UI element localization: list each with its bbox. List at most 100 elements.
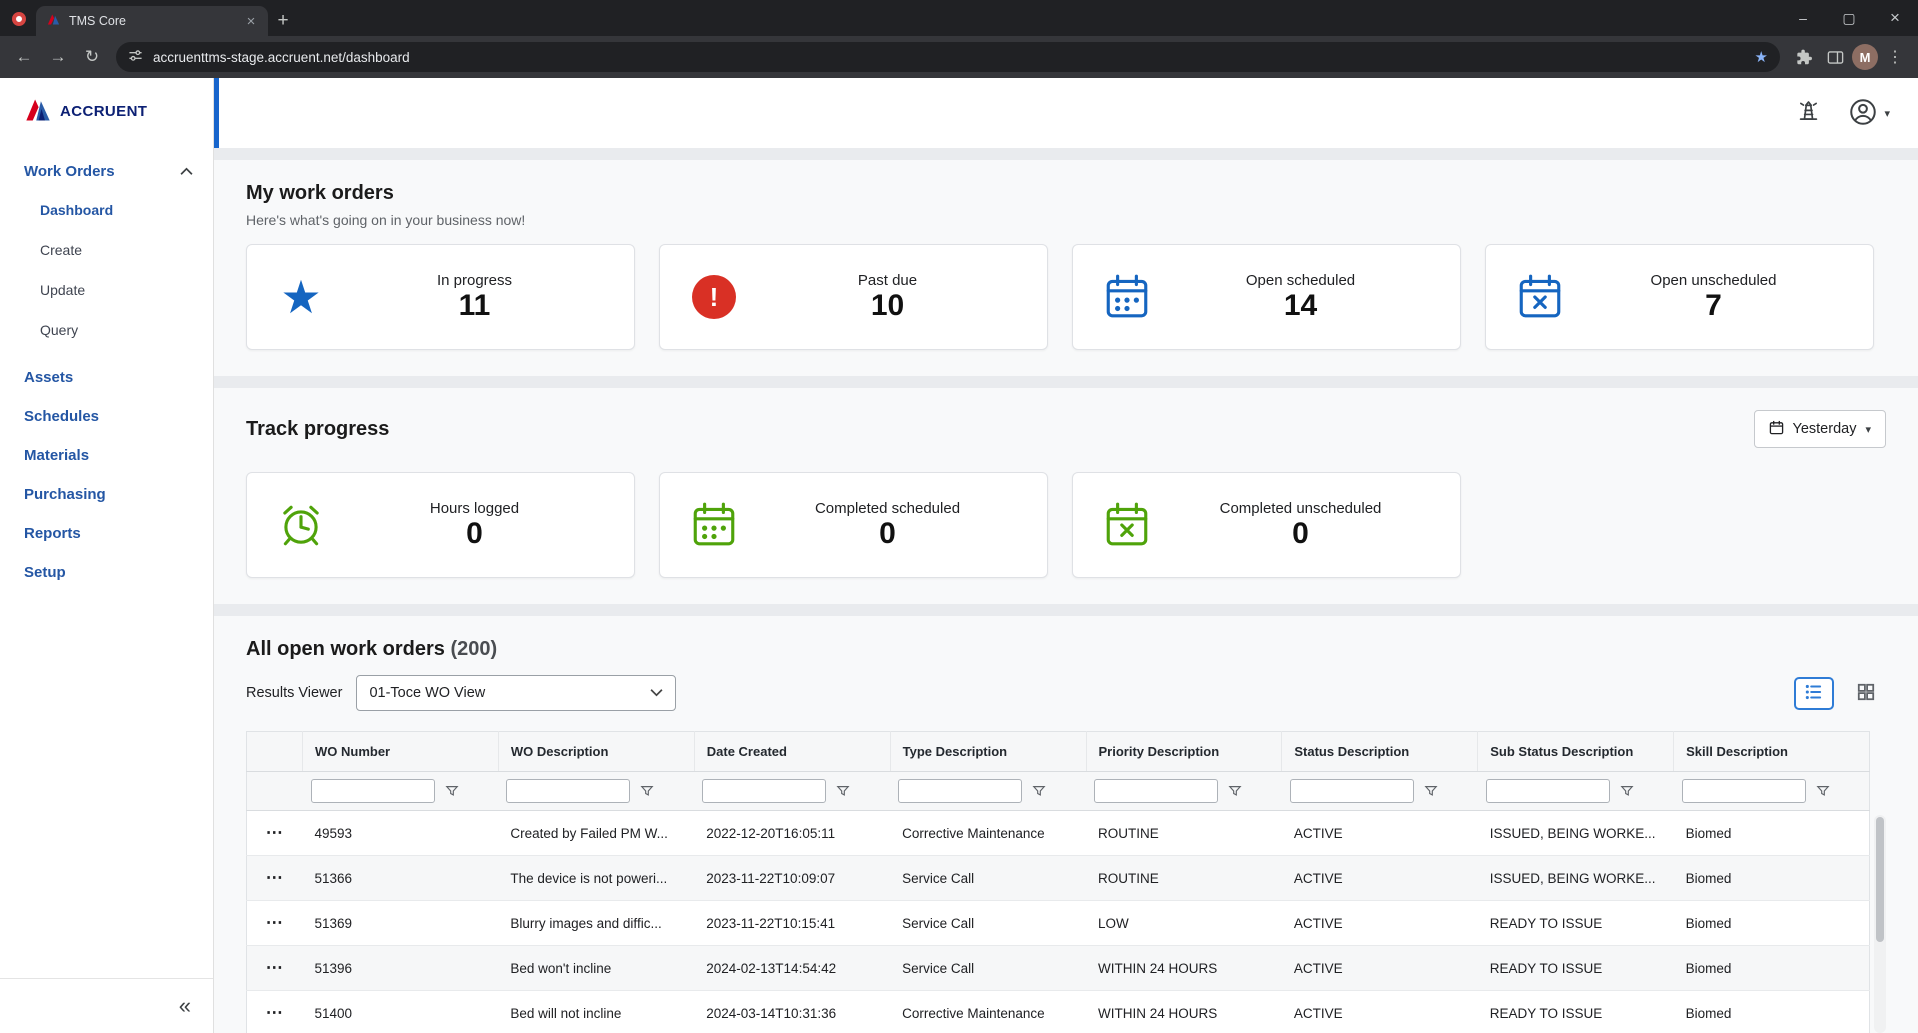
filter-input-status[interactable] (1289, 779, 1414, 803)
site-settings-icon[interactable] (128, 48, 143, 66)
table-scrollbar[interactable] (1874, 815, 1886, 1033)
table-row[interactable]: ⋯ 51396 Bed won't incline 2024-02-13T14:… (246, 945, 1870, 991)
column-header-sub-status[interactable]: Sub Status Description (1477, 731, 1675, 772)
cell-wo-number: 51369 (302, 900, 499, 946)
window-minimize-button[interactable]: – (1799, 10, 1807, 26)
extensions-icon[interactable] (1788, 42, 1818, 72)
card-value: 14 (1283, 288, 1318, 322)
address-bar[interactable]: accruenttms-stage.accruent.net/dashboard… (116, 42, 1780, 72)
new-tab-button[interactable]: + (277, 10, 289, 31)
kpi-card-completed-scheduled[interactable]: Completed scheduled 0 (659, 472, 1048, 578)
column-header-priority[interactable]: Priority Description (1086, 731, 1283, 772)
table-row[interactable]: ⋯ 51366 The device is not poweri... 2023… (246, 855, 1870, 901)
list-view-toggle[interactable] (1794, 676, 1834, 710)
chevron-up-icon (180, 163, 193, 180)
filter-input-skill[interactable] (1681, 779, 1806, 803)
forward-button[interactable]: → (49, 47, 67, 66)
filter-input-priority[interactable] (1094, 779, 1218, 803)
row-actions-button[interactable]: ⋯ (246, 810, 303, 856)
side-panel-icon[interactable] (1820, 42, 1850, 72)
column-header-date-created[interactable]: Date Created (694, 731, 891, 772)
funnel-icon[interactable] (1816, 784, 1830, 798)
sidebar-item-schedules[interactable]: Schedules (24, 408, 100, 425)
results-viewer-select[interactable]: 01-Toce WO View (356, 675, 677, 711)
list-view-icon (1804, 682, 1824, 705)
star-icon: ★ (280, 271, 322, 323)
table-row[interactable]: ⋯ 49593 Created by Failed PM W... 2022-1… (246, 810, 1870, 856)
funnel-icon[interactable] (1424, 784, 1438, 798)
period-selector-button[interactable]: Yesterday ▾ (1753, 410, 1886, 448)
browser-profile-avatar[interactable]: M (1852, 44, 1878, 70)
filter-input-type[interactable] (898, 779, 1023, 803)
row-actions-button[interactable]: ⋯ (246, 945, 303, 991)
kpi-card-open-scheduled[interactable]: Open scheduled 14 (1072, 244, 1461, 350)
section-title: My work orders (246, 182, 394, 204)
scrollbar-thumb[interactable] (1876, 817, 1884, 942)
column-header-status[interactable]: Status Description (1281, 731, 1479, 772)
window-close-button[interactable]: × (1890, 8, 1900, 27)
bookmark-star-icon[interactable]: ★ (1754, 49, 1768, 66)
url-text[interactable]: accruenttms-stage.accruent.net/dashboard (153, 49, 410, 65)
row-actions-button[interactable]: ⋯ (246, 855, 303, 901)
column-header-type[interactable]: Type Description (890, 731, 1087, 772)
funnel-icon[interactable] (1032, 784, 1046, 798)
cell-sub-status: READY TO ISSUE (1477, 945, 1674, 991)
sidebar-collapse-button[interactable]: « (178, 993, 191, 1018)
kpi-card-hours-logged[interactable]: Hours logged 0 (246, 472, 635, 578)
sidebar-item-reports[interactable]: Reports (24, 525, 81, 542)
funnel-icon[interactable] (836, 784, 850, 798)
window-maximize-button[interactable]: ▢ (1842, 9, 1856, 26)
cell-skill: Biomed (1673, 810, 1870, 856)
sidebar-item-setup[interactable]: Setup (24, 564, 66, 581)
filter-input-date-created[interactable] (702, 779, 827, 803)
resource-center-lighthouse-icon[interactable] (1795, 98, 1822, 128)
cell-wo-description: Bed will not incline (498, 990, 695, 1033)
table-row[interactable]: ⋯ 51369 Blurry images and diffic... 2023… (246, 900, 1870, 946)
filter-input-wo-number[interactable] (310, 779, 435, 803)
selected-view: 01-Toce WO View (369, 685, 486, 701)
filter-input-sub-status[interactable] (1485, 779, 1610, 803)
calendar-unscheduled-icon (1097, 500, 1157, 550)
funnel-icon[interactable] (640, 784, 654, 798)
app-icon (12, 12, 26, 26)
user-menu[interactable]: ▾ (1848, 97, 1890, 130)
table-row[interactable]: ⋯ 51400 Bed will not incline 2024-03-14T… (246, 990, 1870, 1033)
cell-priority: WITHIN 24 HOURS (1086, 945, 1282, 991)
funnel-icon[interactable] (1620, 784, 1634, 798)
column-header-skill[interactable]: Skill Description (1673, 731, 1870, 772)
cell-status: ACTIVE (1281, 810, 1478, 856)
reload-button[interactable]: ↻ (84, 47, 100, 66)
kpi-card-in-progress[interactable]: ★ In progress 11 (246, 244, 635, 350)
calendar-unscheduled-icon (1510, 272, 1570, 322)
kpi-card-past-due[interactable]: ! Past due 10 (659, 244, 1048, 350)
cell-wo-number: 49593 (302, 810, 499, 856)
sidebar-item-assets[interactable]: Assets (24, 369, 74, 386)
row-actions-button[interactable]: ⋯ (246, 990, 303, 1033)
cell-type: Corrective Maintenance (890, 990, 1086, 1033)
filter-input-wo-description[interactable] (506, 779, 631, 803)
funnel-icon[interactable] (444, 784, 459, 798)
back-button[interactable]: ← (15, 47, 33, 66)
sidebar-item-purchasing[interactable]: Purchasing (24, 486, 106, 503)
kpi-card-completed-unscheduled[interactable]: Completed unscheduled 0 (1072, 472, 1461, 578)
browser-tab[interactable]: TMS Core × (36, 6, 268, 36)
sidebar-item-create[interactable]: Create (40, 242, 83, 258)
kpi-card-open-unscheduled[interactable]: Open unscheduled 7 (1485, 244, 1874, 350)
sidebar-item-query[interactable]: Query (40, 322, 79, 338)
grid-view-toggle[interactable] (1846, 677, 1886, 710)
sidebar-item-materials[interactable]: Materials (24, 447, 90, 464)
sidebar-item-work-orders[interactable]: Work Orders (0, 153, 213, 190)
kpi-cards-row: ★ In progress 11 ! Past due 10 Open schedu… (246, 244, 1886, 350)
cell-priority: LOW (1086, 900, 1282, 946)
tab-close-icon[interactable]: × (246, 12, 256, 30)
funnel-icon[interactable] (1228, 784, 1242, 798)
column-header-wo-description[interactable]: WO Description (498, 731, 695, 772)
sidebar-item-dashboard[interactable]: Dashboard (40, 202, 114, 218)
cell-wo-number: 51366 (302, 855, 499, 901)
accruent-logo[interactable]: ACCRUENT (0, 78, 213, 141)
sidebar-item-update[interactable]: Update (40, 282, 86, 298)
column-header-wo-number[interactable]: WO Number (302, 731, 499, 772)
section-subtitle: Here's what's going on in your business … (246, 212, 526, 228)
row-actions-button[interactable]: ⋯ (246, 900, 303, 946)
browser-menu-icon[interactable]: ⋮ (1887, 49, 1903, 66)
